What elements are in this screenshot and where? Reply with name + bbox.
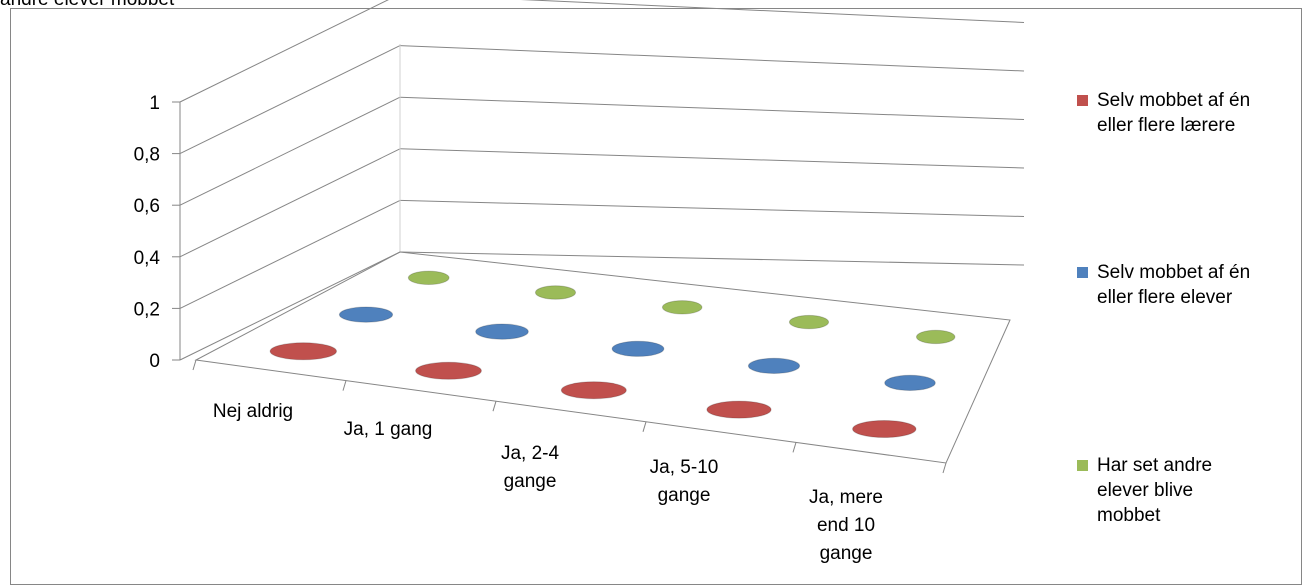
x-tick-mark-1 <box>342 380 347 391</box>
gridline-back-1 <box>399 199 1025 217</box>
x-category-label-line: Ja, 2-4 <box>501 443 560 464</box>
x-category-label-line: Ja, 5-10 <box>650 457 719 478</box>
x-tick-mark-2 <box>492 401 497 412</box>
data-point-2-0 <box>407 270 450 285</box>
legend-label-line: eller flere lærere <box>1097 115 1236 136</box>
y-tick-label: 1 <box>149 93 160 114</box>
x-category-label-line: Nej aldrig <box>213 401 293 422</box>
y-tick-label: 0,6 <box>134 196 160 217</box>
x-tick-mark-0 <box>192 359 197 371</box>
legend-label-line: mobbet <box>1097 505 1161 526</box>
x-category-label-line: end 10 <box>817 515 875 536</box>
y-tick-label: 0,4 <box>134 248 161 269</box>
gridline-back-4 <box>399 45 1025 72</box>
legend-label: Selv mobbet af én eller flere lærere <box>1097 88 1287 138</box>
gridline-left-1 <box>179 199 401 309</box>
gridline-left-2 <box>179 148 401 258</box>
legend-swatch <box>1077 460 1088 471</box>
legend-label-line: eller flere elever <box>1097 287 1233 308</box>
x-category-label: Ja, 2-4 gange <box>501 443 560 492</box>
gridline-left-4 <box>179 45 401 155</box>
gridline-left-3 <box>179 96 401 206</box>
gridline-back-0 <box>399 251 1025 266</box>
top-text: andre elever mobbet <box>0 0 174 11</box>
x-category-label-line: gange <box>658 485 711 506</box>
legend-label-line: Selv mobbet af én <box>1097 90 1251 111</box>
legend-label-line: Har set andre <box>1097 455 1213 476</box>
gridline-left-0 <box>179 251 401 361</box>
floor <box>194 251 1011 464</box>
legend-label: Har set andre elever blive mobbet <box>1097 453 1287 528</box>
x-category-label-line: Ja, mere <box>809 487 883 508</box>
data-point-2-2 <box>661 300 703 315</box>
data-point-2-1 <box>534 285 577 300</box>
gridline-back-3 <box>399 96 1025 120</box>
gridline-back-2 <box>399 148 1025 169</box>
legend-label-line: Selv mobbet af én <box>1097 262 1251 283</box>
x-category-label: Ja, 5-10 gange <box>650 457 719 506</box>
x-tick-mark-4 <box>792 442 797 453</box>
data-point-2-4 <box>915 329 956 345</box>
x-category-label-line: Ja, 1 gang <box>344 419 433 440</box>
gridline-left-5 <box>179 0 389 103</box>
data-point-0-1 <box>415 361 482 380</box>
x-category-label: Ja, mere end 10 gange <box>809 487 883 564</box>
data-point-0-2 <box>560 381 627 400</box>
x-tick-mark-3 <box>642 421 647 432</box>
data-point-1-3 <box>747 357 801 374</box>
data-point-1-4 <box>884 374 936 391</box>
y-tick-label: 0,2 <box>134 299 160 320</box>
y-tick-label: 0 <box>149 351 160 372</box>
x-tick-mark-5 <box>942 462 947 474</box>
x-category-label: Ja, 1 gang <box>344 419 433 440</box>
legend-swatch <box>1077 267 1088 278</box>
data-point-1-2 <box>611 340 665 357</box>
x-category-label-line: gange <box>504 471 557 492</box>
x-category-label: Nej aldrig <box>213 401 293 422</box>
data-point-0-0 <box>269 342 337 361</box>
y-tick-label: 0,8 <box>134 145 160 166</box>
data-point-1-1 <box>475 323 529 340</box>
legend-label: Selv mobbet af én eller flere elever <box>1097 260 1287 310</box>
legend-label-line: elever blive <box>1097 480 1194 501</box>
x-category-label-line: gange <box>820 543 873 564</box>
data-point-0-4 <box>852 420 917 438</box>
legend-swatch <box>1077 95 1088 106</box>
data-point-1-0 <box>338 306 394 323</box>
data-point-0-3 <box>706 400 772 419</box>
gridline-back-5 <box>520 0 1025 23</box>
data-point-2-3 <box>788 314 830 330</box>
